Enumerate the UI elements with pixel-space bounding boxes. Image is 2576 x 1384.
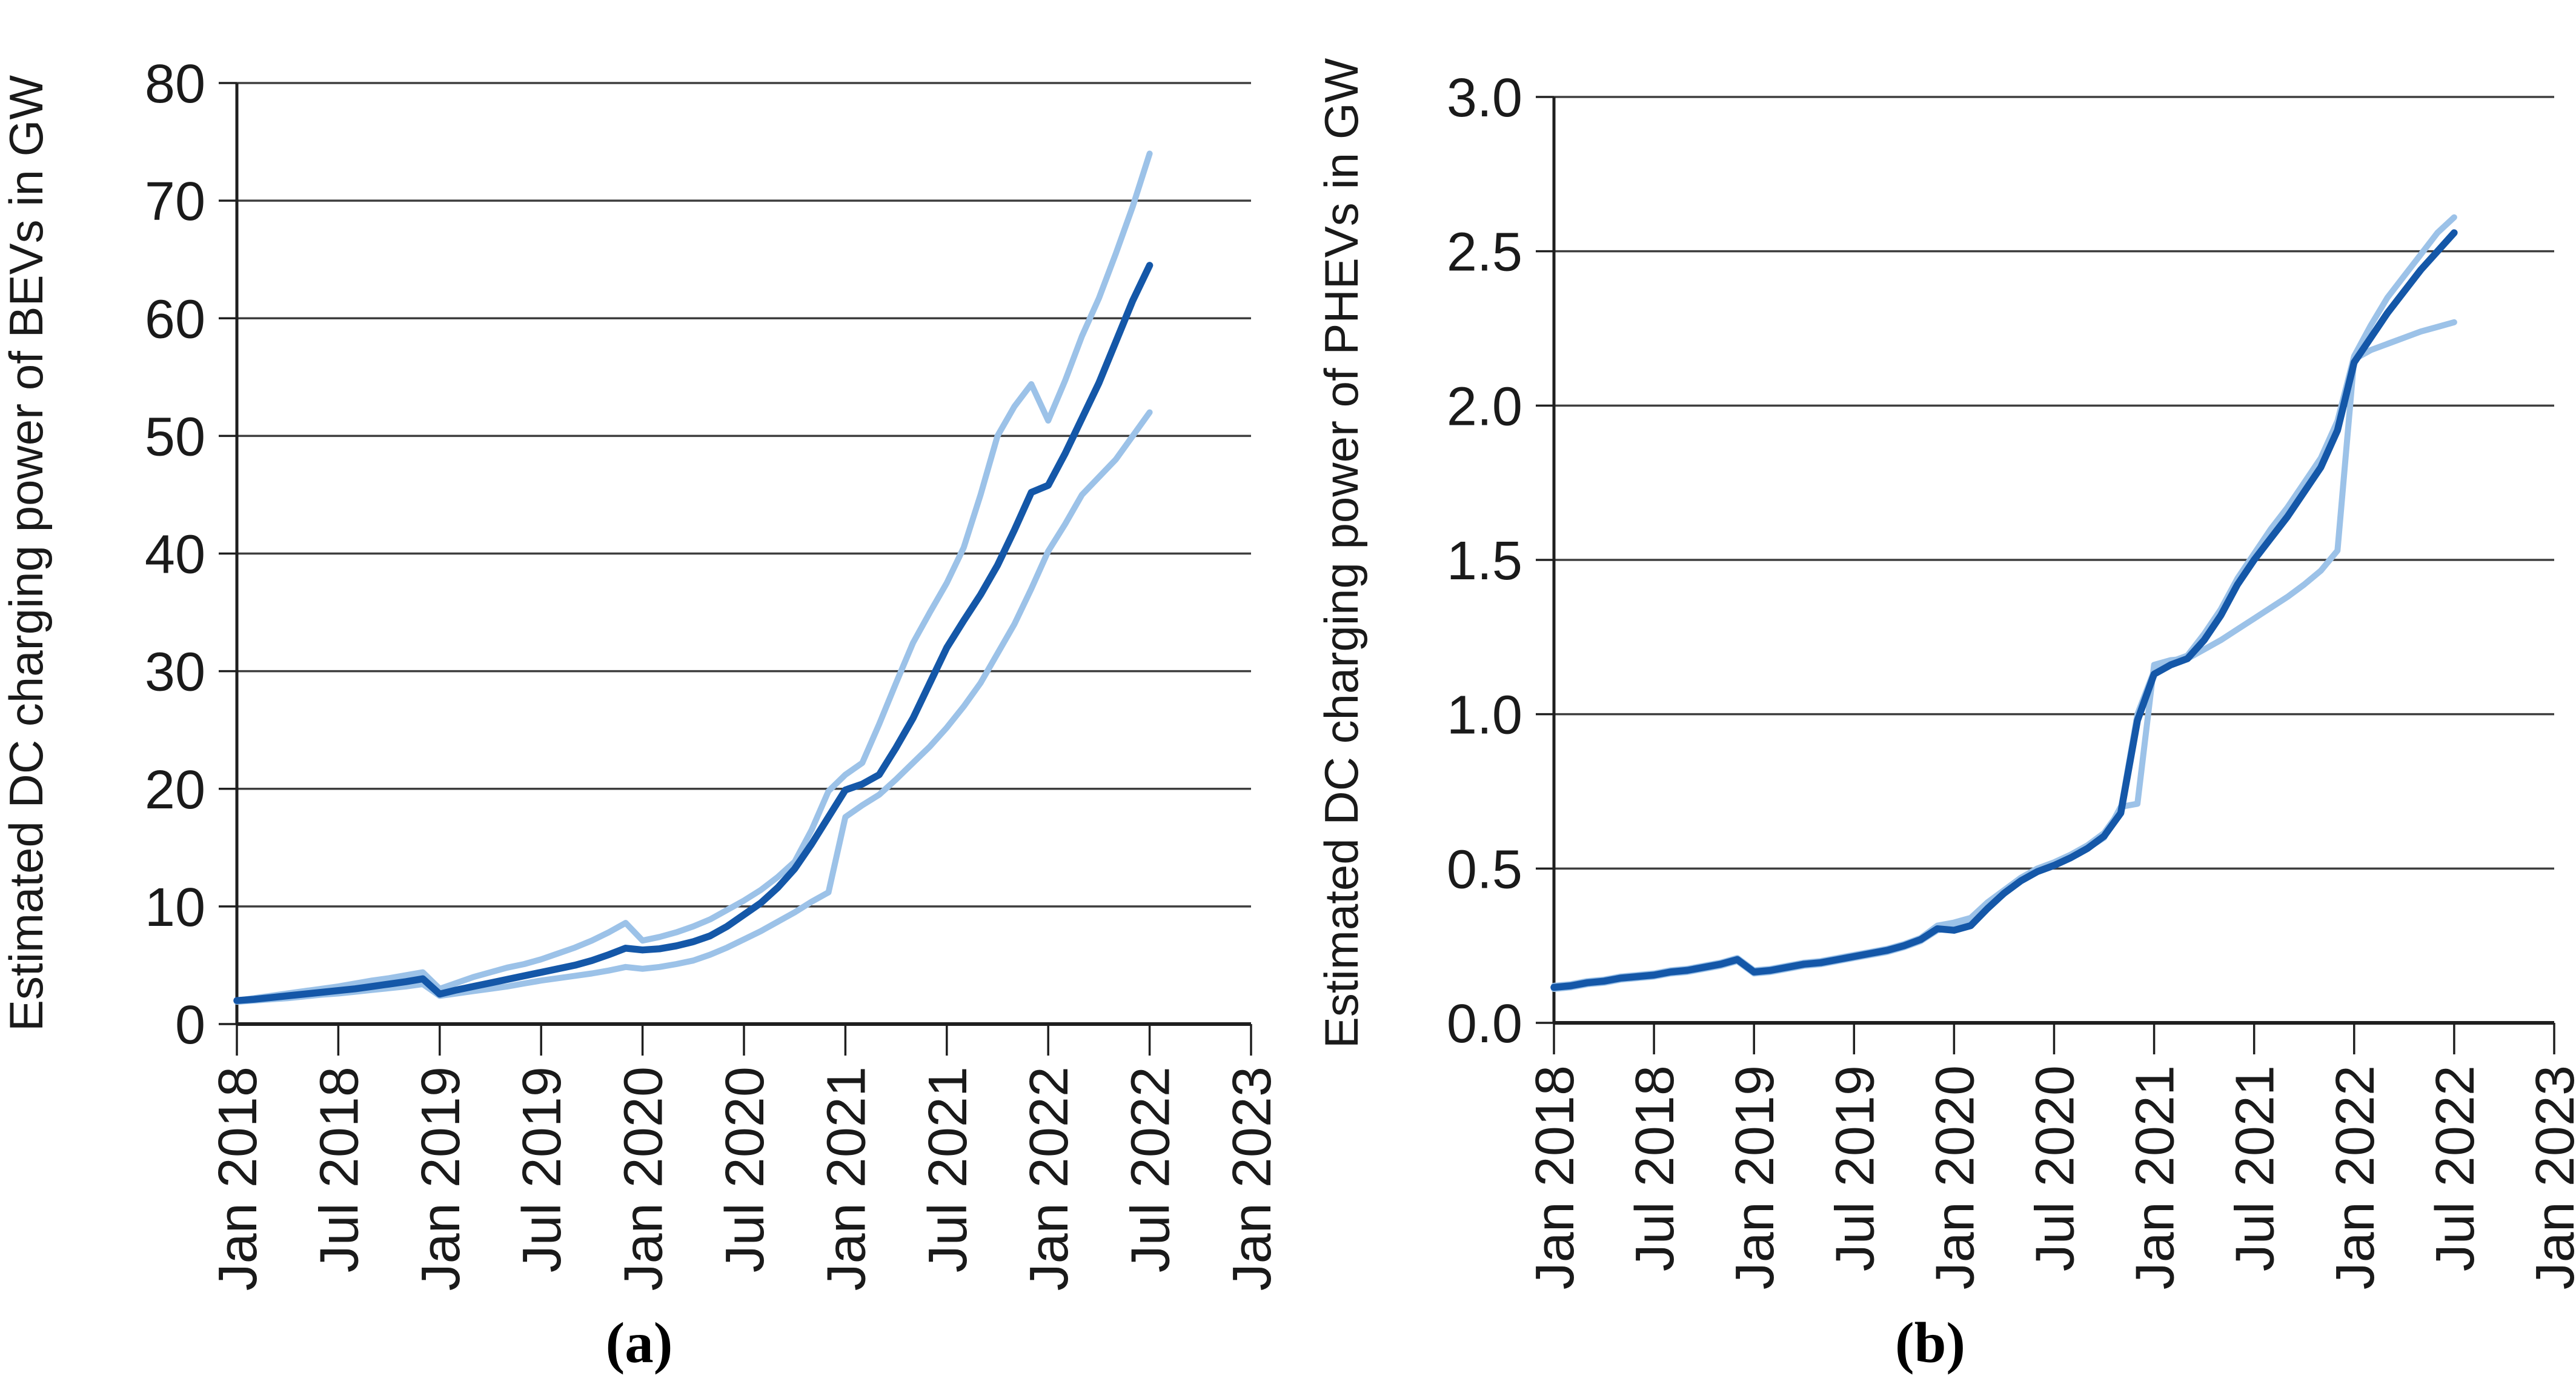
x-tick-label: Jul 2019 xyxy=(1825,1065,1885,1271)
panel-a-label: (a) xyxy=(606,1311,673,1375)
x-tick-label: Jan 2019 xyxy=(1725,1065,1785,1289)
y-tick-label: 3.0 xyxy=(1447,68,1522,128)
upper-bound-line xyxy=(234,150,1153,1004)
x-tick-label: Jul 2019 xyxy=(512,1066,573,1273)
y-tick-label: 1.5 xyxy=(1447,531,1522,591)
phev-y-axis-title: Estimated DC charging power of PHEVs in … xyxy=(1315,58,1368,1048)
panel-b: 0.0 0.5 1.0 1.5 2.0 2.5 3.0 Jan 2018 Jul 2018 Jan… xyxy=(1288,0,2576,1384)
x-tick-label: Jan 2019 xyxy=(411,1066,471,1291)
x-tick-label: Jul 2022 xyxy=(1121,1066,1181,1273)
x-tick-label: Jan 2020 xyxy=(1925,1065,1985,1289)
y-tick-label: 20 xyxy=(145,760,205,820)
y-tick-label: 2.0 xyxy=(1447,376,1522,437)
x-tick-label: Jul 2020 xyxy=(715,1066,775,1273)
upper-bound-line xyxy=(1551,214,2457,989)
x-tick-label: Jul 2021 xyxy=(2225,1065,2286,1271)
y-tick-label: 30 xyxy=(145,642,205,703)
y-tick-label: 1.0 xyxy=(1447,685,1522,746)
x-tick-label: Jan 2020 xyxy=(614,1066,674,1291)
y-tick-label: 0.0 xyxy=(1447,994,1522,1054)
y-tick-label: 60 xyxy=(145,289,205,350)
bev-chart: 0 10 20 30 40 50 60 70 80 Jan 2018 Jul 2018 Jan 201… xyxy=(0,54,1283,1375)
y-tick-label: 80 xyxy=(145,54,205,115)
phev-chart-generated: 0.0 0.5 1.0 1.5 2.0 2.5 3.0 Jan 2018 Jul 2018 Jan… xyxy=(1447,68,2576,1289)
central-estimate-line xyxy=(233,262,1154,1004)
y-tick-label: 2.5 xyxy=(1447,222,1522,283)
central-estimate-line xyxy=(1550,229,2458,991)
x-tick-label: Jan 2018 xyxy=(1525,1065,1585,1289)
y-tick-label: 50 xyxy=(145,407,205,467)
x-tick-label: Jan 2022 xyxy=(1019,1066,1080,1291)
y-tick-label: 40 xyxy=(145,525,205,585)
y-tick-label: 0 xyxy=(175,995,205,1056)
phev-chart: 0.0 0.5 1.0 1.5 2.0 2.5 3.0 Jan 2018 Jul 2018 Jan… xyxy=(1315,58,2576,1375)
y-tick-label: 10 xyxy=(145,877,205,938)
y-tick-label: 70 xyxy=(145,171,205,232)
x-tick-label: Jul 2021 xyxy=(918,1066,978,1273)
x-tick-label: Jan 2021 xyxy=(2125,1065,2186,1289)
x-tick-label: Jan 2018 xyxy=(208,1066,268,1291)
y-tick-label: 0.5 xyxy=(1447,839,1522,900)
x-tick-label: Jan 2023 xyxy=(1222,1066,1283,1291)
panel-b-label: (b) xyxy=(1895,1311,1965,1375)
x-tick-label: Jul 2018 xyxy=(309,1066,370,1273)
x-tick-label: Jan 2022 xyxy=(2325,1065,2386,1289)
x-tick-label: Jan 2021 xyxy=(816,1066,877,1291)
panel-a: 0 10 20 30 40 50 60 70 80 Jan 2018 Jul 2018 Jan 201… xyxy=(0,54,1283,1375)
x-tick-label: Jul 2020 xyxy=(2025,1065,2086,1271)
x-tick-label: Jul 2022 xyxy=(2425,1065,2486,1271)
bev-y-axis-title: Estimated DC charging power of BEVs in G… xyxy=(0,75,53,1031)
lower-bound-line xyxy=(234,409,1153,1005)
bev-chart-generated: 0 10 20 30 40 50 60 70 80 Jan 2018 Jul 2018 Jan 201… xyxy=(145,54,1283,1291)
x-tick-label: Jan 2023 xyxy=(2525,1065,2576,1289)
x-tick-label: Jul 2018 xyxy=(1625,1065,1685,1271)
